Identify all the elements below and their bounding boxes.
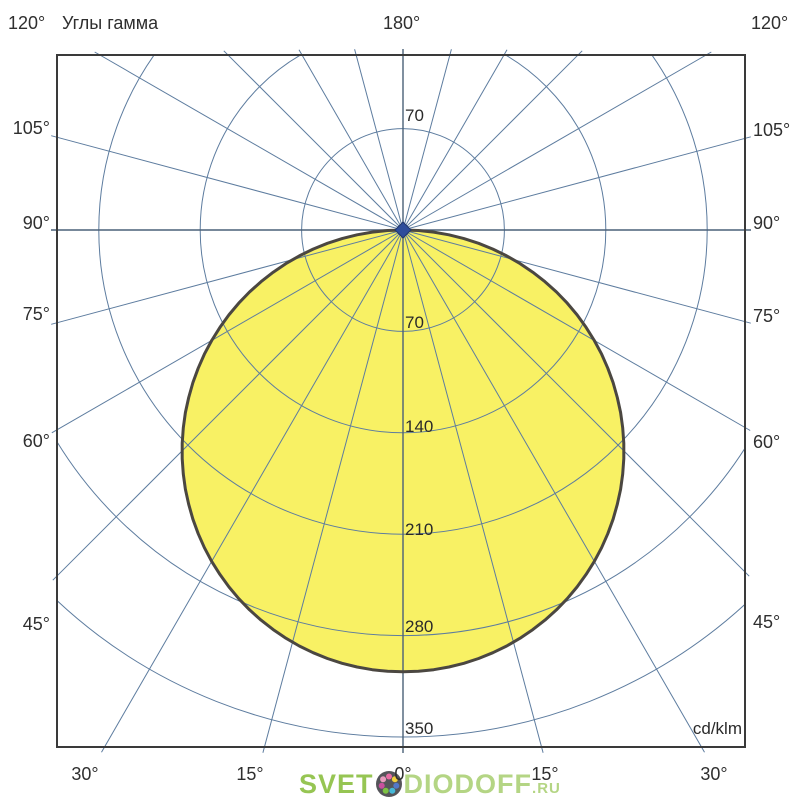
ring-label-280: 280 xyxy=(405,617,434,636)
gamma-label-bottom-0: 0° xyxy=(394,764,412,784)
gamma-label-top-center: 180° xyxy=(383,13,421,33)
ring-label-70-top: 70 xyxy=(405,106,424,125)
ring-label-350: 350 xyxy=(405,719,434,738)
ring-label-70-bottom: 70 xyxy=(405,313,424,332)
gamma-label-bottom-15l: 15° xyxy=(236,764,264,784)
watermark-text-left: SVET xyxy=(299,768,374,799)
gamma-label-top-left: 120° xyxy=(8,13,46,33)
ring-label-140: 140 xyxy=(405,417,434,436)
gamma-label-left-75: 75° xyxy=(22,304,50,324)
chart-title: Углы гамма xyxy=(62,13,159,33)
watermark-text-right: DIODOFF xyxy=(403,768,533,799)
gamma-label-left-45: 45° xyxy=(22,614,50,634)
gamma-label-bottom-30r: 30° xyxy=(700,764,728,784)
gamma-label-left-60: 60° xyxy=(22,431,50,451)
gamma-label-right-90: 90° xyxy=(753,213,781,233)
gamma-label-right-75: 75° xyxy=(753,306,781,326)
gamma-label-right-60: 60° xyxy=(753,432,781,452)
logo-dots xyxy=(378,773,399,794)
gamma-label-top-right: 120° xyxy=(751,13,789,33)
gamma-label-left-90: 90° xyxy=(22,213,50,233)
watermark-logo-icon xyxy=(375,771,402,797)
gamma-label-bottom-15r: 15° xyxy=(531,764,559,784)
watermark-suffix: .RU xyxy=(532,780,561,797)
ring-label-210: 210 xyxy=(405,520,434,539)
gamma-label-bottom-30l: 30° xyxy=(71,764,99,784)
gamma-label-left-105: 105° xyxy=(12,118,50,138)
unit-label: cd/klm xyxy=(692,719,742,738)
gamma-label-right-45: 45° xyxy=(753,612,781,632)
site-watermark: SVET DIODOFF .RU xyxy=(299,768,561,800)
gamma-label-right-105: 105° xyxy=(753,120,791,140)
